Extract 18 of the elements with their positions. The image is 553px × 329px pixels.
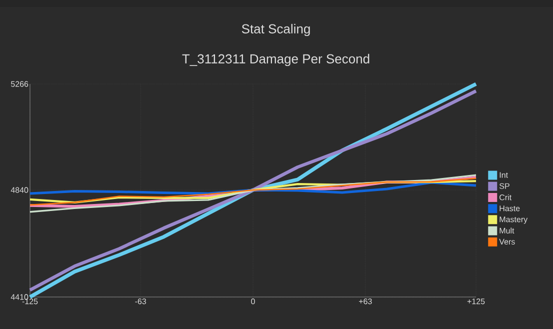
legend-label: Vers	[499, 238, 515, 245]
x-tick-label: +125	[467, 298, 485, 304]
x-tick-label: 0	[251, 298, 255, 304]
line-series	[29, 174, 477, 213]
x-tick-label: -63	[135, 298, 146, 304]
legend-label: Haste	[500, 206, 520, 212]
y-tick-label: 4840	[10, 187, 28, 193]
legend-label: Mastery	[500, 216, 528, 224]
legend-label: Int	[500, 172, 508, 178]
legend-label: Mult	[500, 228, 514, 234]
x-tick-label: -125	[22, 298, 38, 304]
y-tick-label: 5266	[10, 81, 28, 87]
chart-subtitle: T_3112311 Damage Per Second	[182, 54, 370, 66]
legend-label: Crit	[500, 194, 512, 200]
x-tick-label: +63	[359, 298, 372, 304]
y-tick-label: 4410	[10, 294, 28, 300]
legend-label: SP	[499, 183, 510, 189]
chart-title: Stat Scaling	[242, 24, 310, 36]
